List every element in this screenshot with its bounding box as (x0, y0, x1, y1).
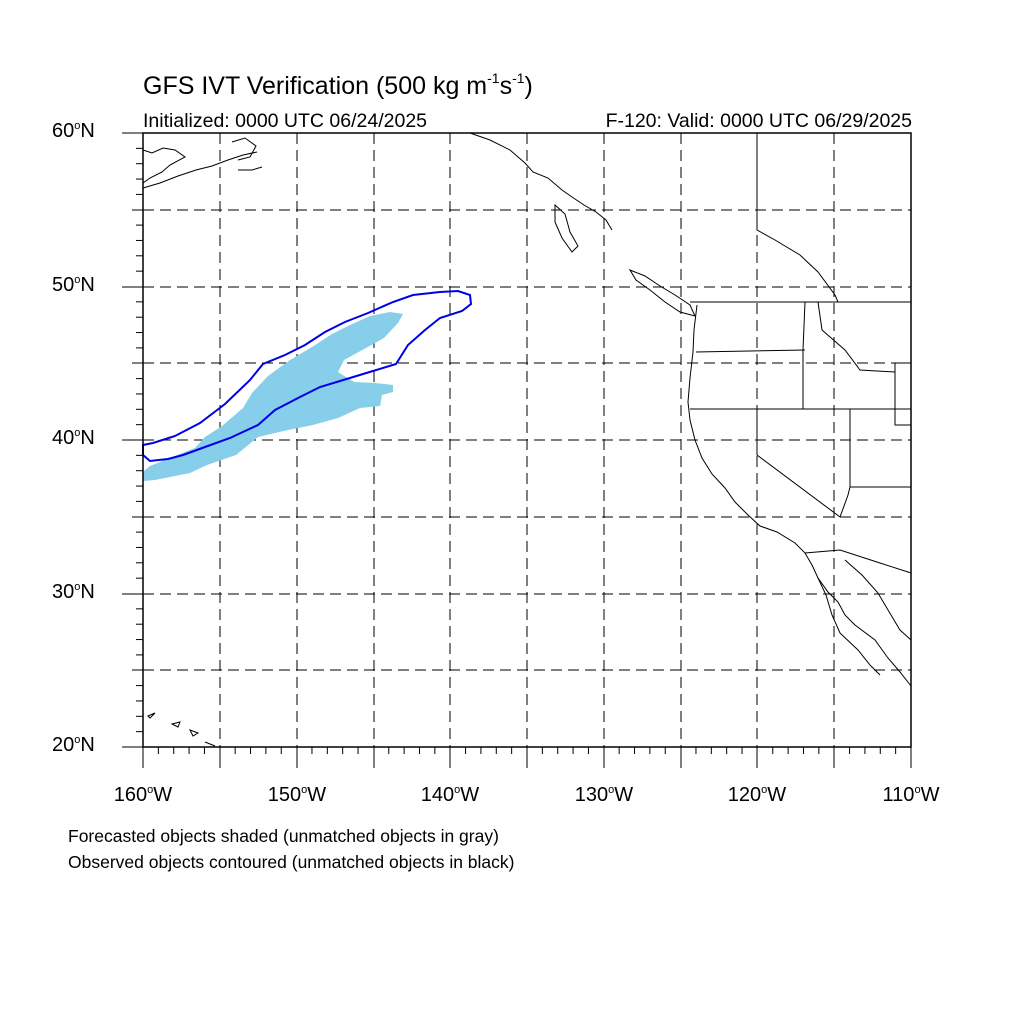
lon-label-130w: 130oW (574, 784, 634, 806)
mexico-border (804, 549, 912, 574)
lon-label-150w: 150oW (267, 784, 327, 806)
lon-label-110w: 110oW (882, 784, 940, 806)
valid-time: F-120: Valid: 0000 UTC 06/29/2025 (605, 110, 912, 132)
political-boundaries (690, 133, 912, 574)
lon-label-140w: 140oW (420, 784, 480, 806)
alaska-panhandle (469, 132, 613, 231)
utah-border (849, 409, 911, 488)
lat-label-30n: 30oN (52, 581, 95, 603)
nevada-border (756, 409, 841, 518)
chart-title: GFS IVT Verification (500 kg m-1s-1) (143, 70, 533, 100)
axis-ticks (122, 132, 912, 768)
lat-label-40n: 40oN (52, 427, 95, 449)
vancouver-island (628, 268, 696, 317)
lon-label-120w: 120oW (727, 784, 787, 806)
lon-label-160w: 160oW (113, 784, 173, 806)
montana-border (817, 301, 896, 373)
observed-note: Observed objects contoured (unmatched ob… (68, 852, 515, 872)
canada-province-border (756, 133, 839, 303)
lat-label-50n: 50oN (52, 274, 95, 296)
observed-ivt-contour (142, 289, 473, 463)
gulf-coast-mexico (844, 559, 912, 641)
minor-ticks (136, 147, 897, 754)
hawaii-islands (147, 712, 216, 747)
lat-lon-grid (143, 133, 911, 747)
initialized-time: Initialized: 0000 UTC 06/24/2025 (143, 110, 428, 132)
oregon-north (695, 349, 806, 353)
coastlines (142, 132, 912, 747)
arizona-border (839, 486, 851, 518)
forecast-note: Forecasted objects shaded (unmatched obj… (68, 826, 499, 846)
lat-label-20n: 20oN (52, 734, 95, 756)
alaska-islands (142, 137, 263, 189)
alaska-coast (142, 147, 186, 184)
forecast-ivt-object (143, 312, 403, 481)
wyoming-box (894, 362, 912, 426)
canada-islands (554, 203, 579, 253)
baja-peninsula (817, 577, 881, 676)
lat-label-60n: 60oN (52, 120, 95, 142)
idaho-border (802, 301, 806, 409)
west-coast (687, 304, 912, 687)
